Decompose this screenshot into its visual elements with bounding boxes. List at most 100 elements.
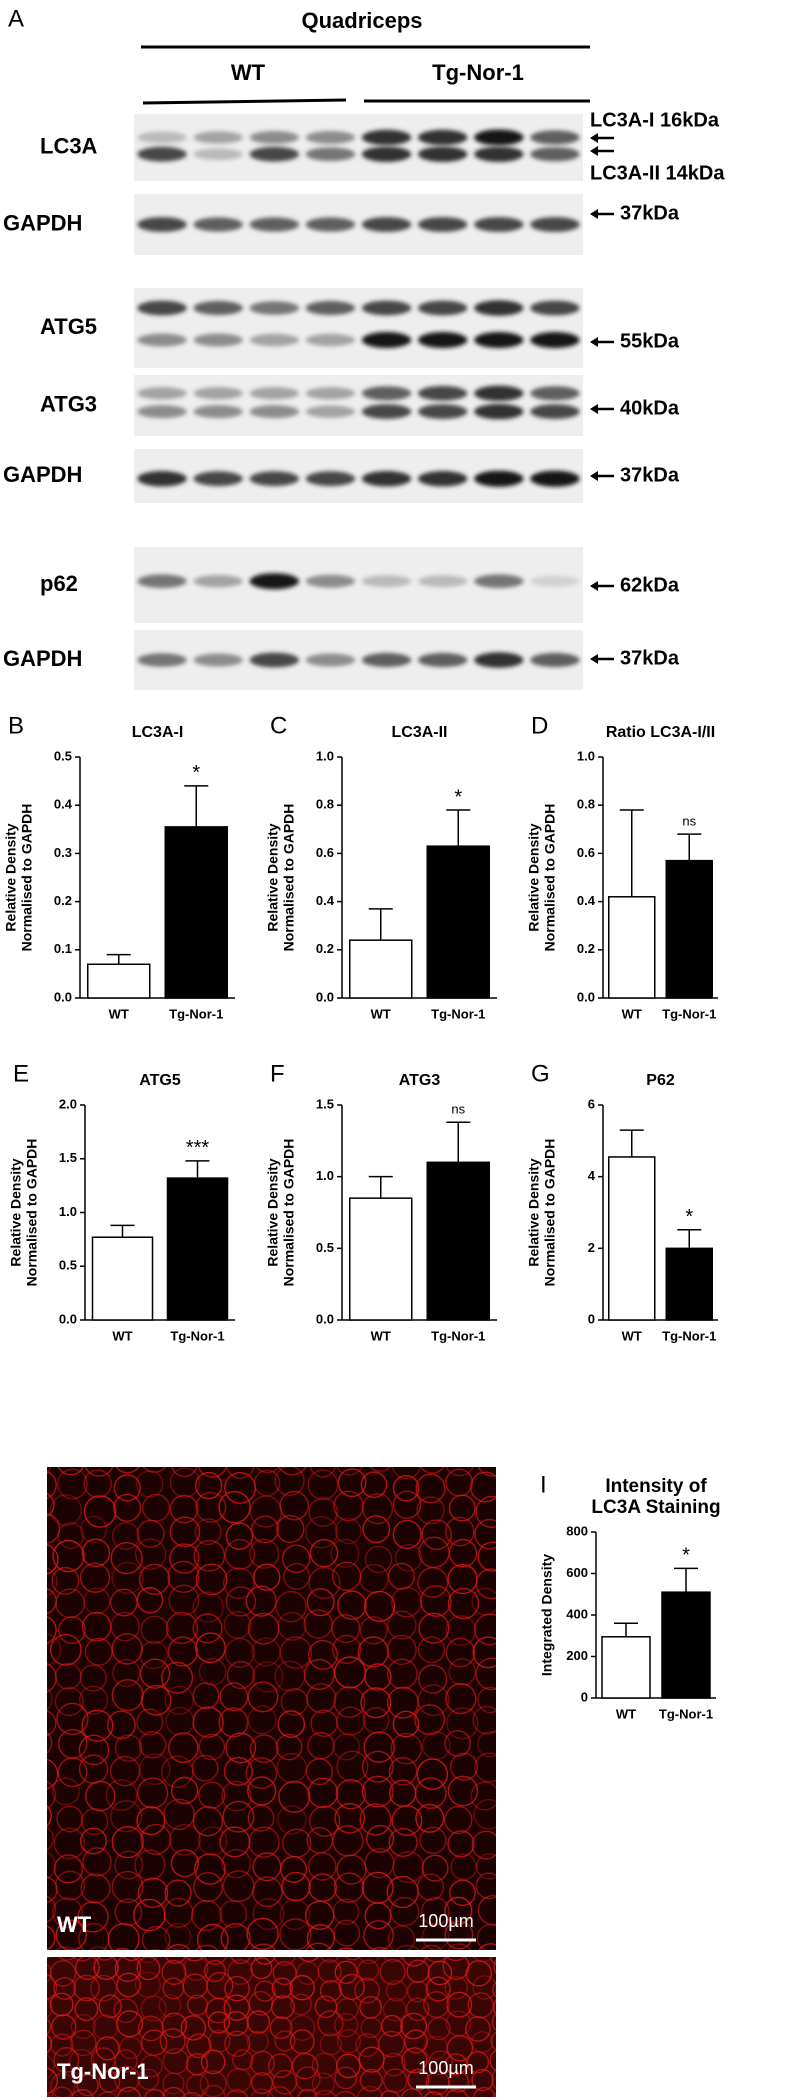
cell-outline [111,1522,140,1550]
cell-outline [72,1957,92,1962]
cell-outline [218,1707,249,1738]
cell-outline [256,1467,280,1474]
cell-outline [83,1469,112,1498]
cell-outline [110,1541,143,1575]
cell-outline [421,1922,450,1950]
cell-outline [276,1514,305,1544]
cell-outline [252,1897,285,1930]
cell-outline [297,2088,319,2097]
y-axis-label: Normalised to GAPDH [542,804,558,952]
cell-outline [305,1758,333,1786]
blot-band [249,471,300,487]
y-tick-label: 0.5 [54,748,72,763]
cell-outline [224,1539,256,1570]
cell-outline [400,2088,424,2097]
cell-outline [73,1974,100,2002]
cell-outline [390,1732,423,1765]
marker-label: LC3A-I 16kDa [590,109,720,131]
y-tick-label: 0.2 [577,941,595,956]
cell-outline [114,1957,142,1983]
cell-outline [142,1467,167,1473]
cell-outline [57,1467,84,1476]
y-tick-label: 0.4 [577,893,596,908]
cell-outline [276,1752,307,1784]
cell-outline [332,1733,361,1761]
cell-outline [232,2049,254,2071]
bar [349,1197,413,1321]
cell-outline [204,1957,227,1965]
cell-outline [245,1757,278,1789]
y-tick-label: 0.0 [316,989,334,1004]
cell-outline [474,1518,496,1550]
marker-arrowhead [590,654,598,664]
cell-outline [474,1752,496,1783]
cell-outline [114,1948,130,1950]
cell-outline [111,1870,144,1903]
cell-outline [419,1826,447,1855]
blot-band [474,470,524,487]
cell-outline [53,1977,77,2000]
blot-band [249,405,300,419]
chart-title: LC3A Staining [591,1497,720,1518]
cell-outline [470,1781,496,1811]
cell-outline [137,1877,169,1908]
cell-outline [382,1997,407,2022]
cell-outline [309,1467,336,1478]
cell-outline [274,1467,305,1496]
cell-outline [363,1731,395,1763]
cell-outline [361,1493,394,1525]
blot-band [249,217,300,232]
cell-outline [380,2014,403,2037]
cell-outline [281,1871,311,1902]
cell-outline [226,1660,255,1690]
cell-outline [139,1640,168,1670]
cell-outline [248,1826,280,1858]
y-tick-label: 1.0 [59,1204,77,1219]
cell-outline [51,1777,80,1806]
blot-band [193,333,243,347]
cell-outline [331,1614,361,1644]
cell-outline [333,1872,365,1903]
cell-outline [251,1943,277,1950]
cell-outline [336,1750,369,1783]
blot-label: GAPDH [3,646,82,671]
blot-band [361,129,412,146]
cell-outline [56,1805,84,1833]
blot-band [305,217,356,232]
cell-outline [140,1823,172,1855]
cell-outline [319,1957,340,1963]
cell-outline [195,1563,228,1596]
significance: * [685,1206,693,1228]
cell-outline [136,1708,164,1736]
cell-outline [406,1959,430,1983]
blot-label: p62 [40,571,78,596]
cell-outline [395,1944,420,1950]
blot-band [474,385,524,401]
cell-outline [418,1664,448,1694]
y-axis-label: Normalised to GAPDH [542,1139,558,1287]
y-tick-label: 0.2 [316,941,334,956]
cell-outline [82,1847,112,1877]
cell-outline [401,1957,427,1967]
blot-band [417,385,468,401]
cell-outline [386,1634,417,1665]
cell-outline [74,1997,99,2022]
cell-outline [196,1923,229,1950]
cell-outline [47,1544,59,1575]
cell-outline [382,2052,406,2077]
blot-band [530,217,580,232]
cell-outline [307,1469,339,1501]
cell-outline [359,1803,392,1836]
blot-band [249,146,300,162]
blot-band [361,404,412,419]
cell-outline [138,1563,171,1595]
marker-arrowhead [590,209,598,219]
bar [608,1156,656,1321]
cell-outline [400,2012,428,2040]
cell-outline [134,1849,166,1881]
x-tick-label: Tg-Nor-1 [431,1006,485,1021]
blot-band [137,471,187,487]
cell-outline [47,1963,52,1983]
cell-outline [295,2066,321,2092]
cell-outline [415,1803,445,1833]
